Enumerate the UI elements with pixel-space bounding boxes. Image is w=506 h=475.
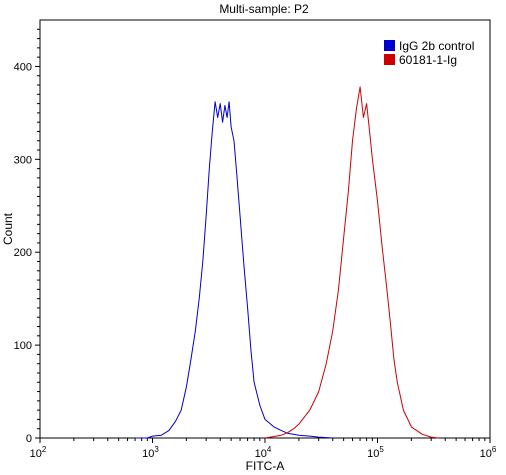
x-tick-label: 102 xyxy=(30,445,47,460)
series-layer xyxy=(135,86,439,439)
series-line-1 xyxy=(135,101,333,439)
chart-title: Multi-sample: P2 xyxy=(219,2,309,16)
x-axis: 102 103 104 105 106 xyxy=(30,438,497,460)
x-axis-label: FITC-A xyxy=(246,459,285,473)
legend-swatch xyxy=(384,40,395,51)
y-tick-label: 400 xyxy=(14,61,32,73)
y-tick-label: 100 xyxy=(14,340,32,352)
y-tick-label: 200 xyxy=(14,247,32,259)
x-tick-label: 105 xyxy=(367,445,384,460)
y-axis: 0 100 200 300 400 xyxy=(14,28,40,445)
x-tick-label: 104 xyxy=(255,445,272,460)
x-tick-label: 106 xyxy=(480,445,497,460)
y-axis-label: Count xyxy=(1,212,15,245)
y-tick-label: 0 xyxy=(26,433,32,445)
legend-swatch xyxy=(384,54,395,65)
legend-label: IgG 2b control xyxy=(399,39,474,53)
x-tick-label: 103 xyxy=(142,445,159,460)
series-line-2 xyxy=(264,86,439,439)
plot-frame xyxy=(39,19,491,439)
legend-label: 60181-1-Ig xyxy=(399,53,457,67)
y-tick-label: 300 xyxy=(14,154,32,166)
